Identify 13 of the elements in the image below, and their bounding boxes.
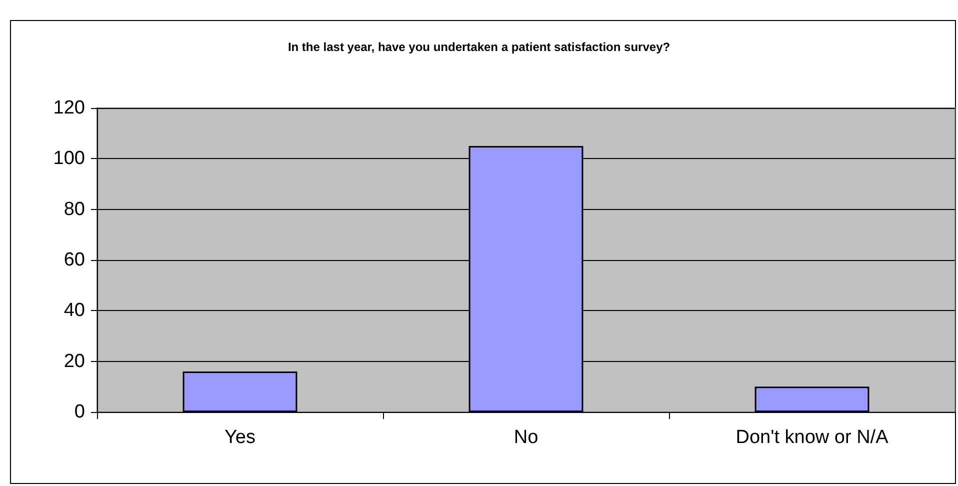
x-tick-label: Yes	[224, 427, 256, 448]
y-tick-label: 80	[64, 198, 85, 220]
y-tick-label: 100	[53, 148, 85, 170]
y-tick-label: 20	[64, 350, 85, 372]
y-tick-label: 0	[74, 402, 85, 422]
bar	[754, 386, 870, 412]
y-tick-label: 60	[64, 250, 85, 270]
x-tick-label: Don't know or N/A	[736, 427, 889, 448]
x-tick-label: No	[514, 427, 538, 448]
y-tick-label: 120	[53, 98, 85, 118]
y-tick-label: 40	[64, 300, 85, 322]
chart-title: In the last year, have you undertaken a patient satisfaction survey?	[288, 40, 670, 54]
bar	[182, 371, 298, 412]
